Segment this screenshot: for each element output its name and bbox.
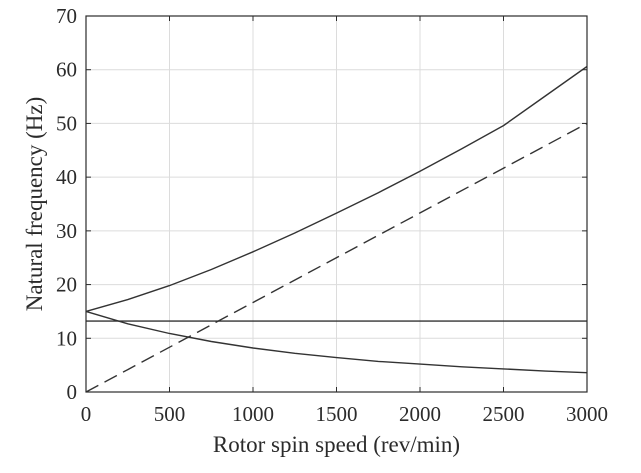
y-tick-label-30: 30 [56,219,77,243]
y-tick-label-20: 20 [56,273,77,297]
x-tick-label-3000: 3000 [566,402,608,426]
x-tick-labels: 0 500 1000 1500 2000 2500 3000 [81,402,608,426]
y-axis-label: Natural frequency (Hz) [22,97,47,312]
y-tick-label-60: 60 [56,58,77,82]
grid-lines [85,15,588,393]
series-line-4 [85,122,588,393]
series-lines [85,65,588,393]
x-tick-label-1500: 1500 [316,402,358,426]
x-tick-label-500: 500 [154,402,186,426]
x-tick-label-2500: 2500 [483,402,525,426]
y-tick-label-40: 40 [56,165,77,189]
x-tick-label-2000: 2000 [399,402,441,426]
y-tick-label-10: 10 [56,326,77,350]
x-axis-label: Rotor spin speed (rev/min) [213,432,460,457]
axis-ticks [85,15,588,393]
y-tick-label-70: 70 [56,4,77,28]
series-line-2 [85,310,588,374]
y-tick-labels: 0 10 20 30 40 50 60 70 [56,4,77,404]
x-tick-label-1000: 1000 [232,402,274,426]
y-tick-label-50: 50 [56,111,77,135]
x-tick-label-0: 0 [81,402,92,426]
series-line-1 [85,65,588,313]
y-tick-label-0: 0 [67,380,78,404]
